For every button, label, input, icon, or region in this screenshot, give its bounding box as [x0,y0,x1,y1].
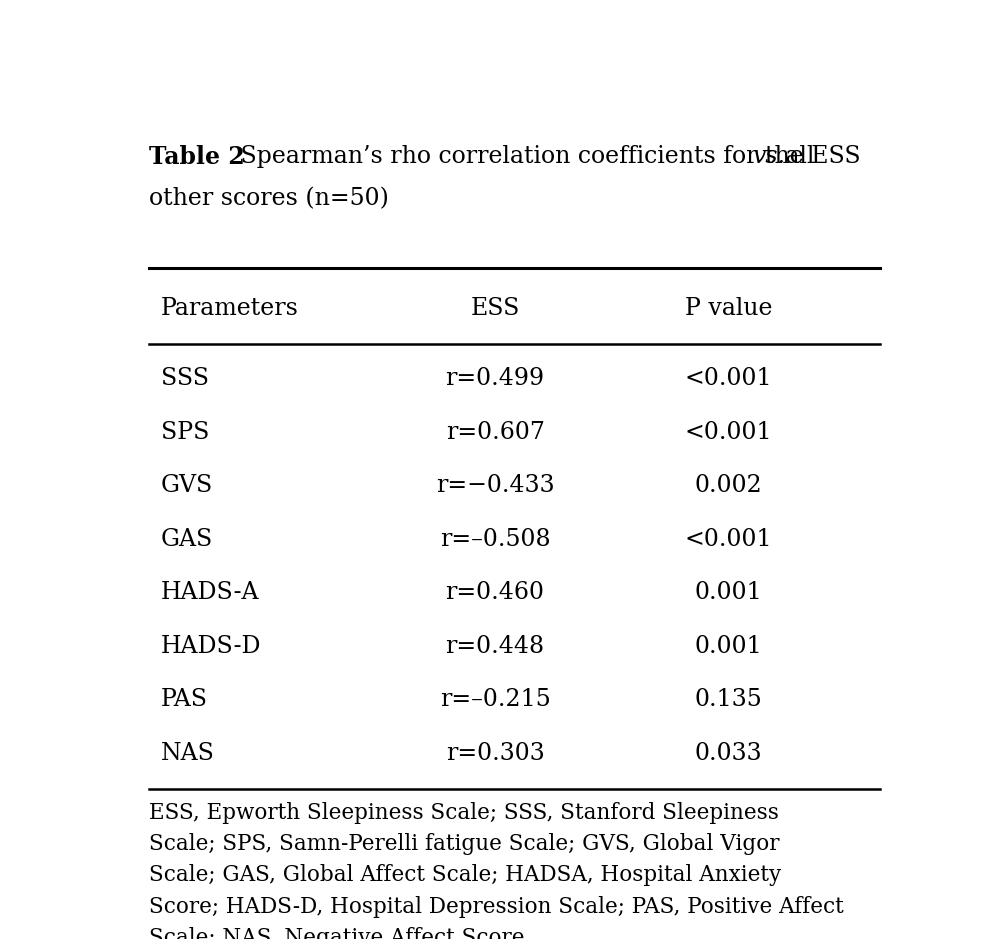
Text: <0.001: <0.001 [684,528,771,550]
Text: other scores (n=50): other scores (n=50) [148,187,388,210]
Text: GVS: GVS [160,474,213,497]
Text: 0.135: 0.135 [694,688,761,711]
Text: r=−0.433: r=−0.433 [435,474,554,497]
Text: ESS, Epworth Sleepiness Scale; SSS, Stanford Sleepiness
Scale; SPS, Samn-Perelli: ESS, Epworth Sleepiness Scale; SSS, Stan… [148,802,843,939]
Text: SPS: SPS [160,421,209,444]
Text: Parameters: Parameters [160,297,298,320]
Text: P value: P value [684,297,771,320]
Text: <0.001: <0.001 [684,421,771,444]
Text: Spearman’s rho correlation coefficients for the ESS: Spearman’s rho correlation coefficients … [233,146,868,168]
Text: vs.: vs. [751,146,784,168]
Text: r=0.607: r=0.607 [445,421,544,444]
Text: Table 2: Table 2 [148,146,245,169]
Text: r=–0.215: r=–0.215 [439,688,550,711]
Text: r=0.460: r=0.460 [445,581,544,604]
Text: NAS: NAS [160,742,215,764]
Text: <0.001: <0.001 [684,367,771,391]
Text: 0.033: 0.033 [694,742,761,764]
Text: HADS-D: HADS-D [160,635,261,657]
Text: 0.001: 0.001 [694,635,761,657]
Text: GAS: GAS [160,528,213,550]
Text: ESS: ESS [470,297,520,320]
Text: r=–0.508: r=–0.508 [439,528,550,550]
Text: HADS-A: HADS-A [160,581,259,604]
Text: 0.002: 0.002 [694,474,761,497]
Text: r=0.499: r=0.499 [445,367,544,391]
Text: r=0.303: r=0.303 [445,742,544,764]
Text: 0.001: 0.001 [694,581,761,604]
Text: r=0.448: r=0.448 [445,635,544,657]
Text: SSS: SSS [160,367,209,391]
Text: PAS: PAS [160,688,208,711]
Text: all: all [776,146,813,168]
